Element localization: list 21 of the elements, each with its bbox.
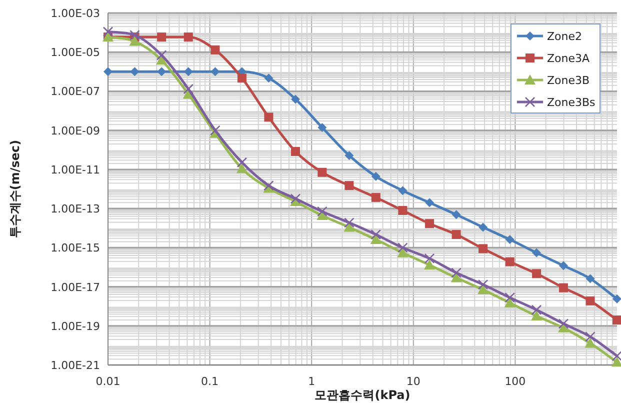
- legend-label: Zone3Bs: [547, 96, 596, 109]
- legend-label: Zone2: [547, 30, 582, 43]
- x-tick-label: 100: [504, 375, 526, 388]
- legend-label: Zone3B: [547, 74, 590, 87]
- y-tick-label: 1.00E-07: [50, 85, 100, 98]
- y-tick-label: 1.00E-17: [50, 280, 100, 294]
- y-tick-label: 1.00E-13: [50, 202, 100, 216]
- y-axis-title: 투수계수(m/sec): [8, 140, 22, 238]
- y-tick-label: 1.00E-11: [50, 163, 100, 176]
- y-tick-label: 1.00E-03: [50, 7, 100, 20]
- x-tick-label: 1: [308, 375, 316, 388]
- y-tick-label: 1.00E-21: [50, 359, 100, 372]
- x-tick-label: 0.1: [201, 375, 219, 388]
- y-tick-label: 1.00E-09: [50, 124, 100, 138]
- x-tick-label: 0.01: [96, 375, 120, 388]
- x-tick-label: 10: [406, 375, 420, 388]
- x-axis-title: 모관흡수력(kPa): [314, 388, 410, 402]
- y-tick-label: 1.00E-19: [50, 320, 100, 333]
- y-tick-label: 1.00E-15: [50, 242, 100, 255]
- y-tick-label: 1.00E-05: [50, 46, 100, 60]
- legend-label: Zone3A: [547, 52, 590, 65]
